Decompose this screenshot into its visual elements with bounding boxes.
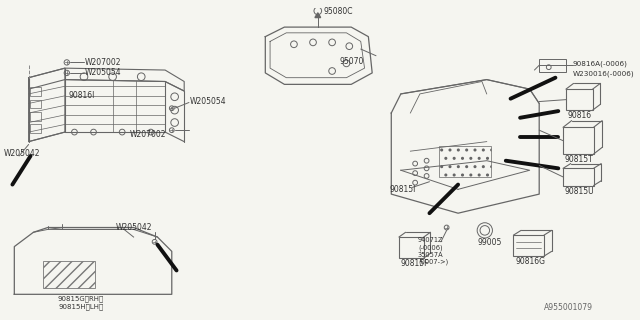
Text: 90816I: 90816I: [68, 91, 95, 100]
Bar: [29, 124, 41, 133]
Text: W207002: W207002: [130, 131, 166, 140]
Text: 90815F: 90815F: [401, 259, 429, 268]
Bar: [399, 237, 424, 258]
Bar: [29, 112, 41, 121]
Text: W230016(-0006): W230016(-0006): [573, 71, 634, 77]
Text: 94071Z
(-0006)
35057A
(0007->): 94071Z (-0006) 35057A (0007->): [418, 237, 448, 265]
Text: 90816: 90816: [568, 111, 592, 120]
Polygon shape: [315, 13, 321, 18]
Bar: [563, 127, 593, 154]
Text: 95070: 95070: [340, 57, 364, 66]
Text: 99005: 99005: [477, 238, 502, 247]
Bar: [439, 146, 492, 177]
Bar: [513, 235, 544, 256]
Text: A955001079: A955001079: [544, 303, 593, 312]
Bar: [539, 59, 566, 72]
Text: 90815G〈RH〉: 90815G〈RH〉: [58, 296, 104, 302]
Bar: [29, 87, 41, 96]
Bar: [563, 168, 593, 186]
Text: W205054: W205054: [190, 97, 227, 106]
Text: 90815H〈LH〉: 90815H〈LH〉: [58, 303, 104, 310]
Text: W205042: W205042: [115, 223, 152, 232]
Text: 90816G: 90816G: [515, 257, 545, 266]
Text: 95080C: 95080C: [323, 7, 353, 16]
Text: W205054: W205054: [85, 68, 122, 77]
Text: W207002: W207002: [85, 58, 122, 67]
Bar: [29, 100, 41, 108]
Bar: [43, 261, 95, 288]
Text: 90815U: 90815U: [565, 187, 595, 196]
Text: W205042: W205042: [4, 148, 40, 157]
Text: 90815I: 90815I: [389, 185, 416, 194]
Bar: [566, 89, 593, 110]
Text: 90815T: 90815T: [565, 155, 594, 164]
Text: 90816A(-0006): 90816A(-0006): [573, 60, 627, 67]
